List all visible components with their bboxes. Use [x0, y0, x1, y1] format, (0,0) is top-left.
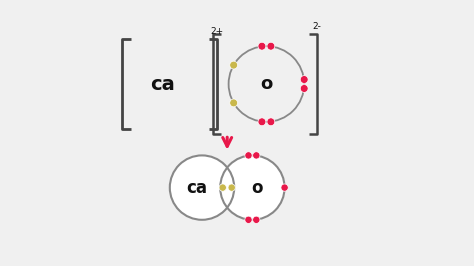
- Circle shape: [253, 152, 260, 159]
- Text: o: o: [260, 75, 273, 93]
- Circle shape: [219, 184, 227, 191]
- Circle shape: [258, 118, 266, 126]
- Text: ca: ca: [150, 74, 175, 94]
- Circle shape: [267, 42, 275, 50]
- Circle shape: [253, 216, 260, 223]
- Circle shape: [258, 42, 266, 50]
- Circle shape: [281, 184, 288, 191]
- Circle shape: [267, 118, 275, 126]
- Text: ca: ca: [186, 178, 207, 197]
- Circle shape: [245, 216, 252, 223]
- Circle shape: [301, 85, 308, 92]
- Circle shape: [230, 61, 237, 69]
- Text: 2-: 2-: [312, 22, 321, 31]
- Circle shape: [220, 155, 284, 220]
- Circle shape: [170, 155, 234, 220]
- Text: 2+: 2+: [211, 27, 224, 36]
- Circle shape: [230, 99, 237, 107]
- Text: o: o: [252, 178, 263, 197]
- Circle shape: [301, 76, 308, 84]
- Circle shape: [245, 152, 252, 159]
- Circle shape: [228, 184, 235, 191]
